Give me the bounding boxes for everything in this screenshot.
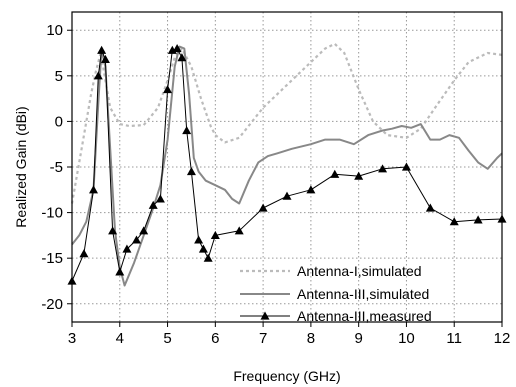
data-point-marker xyxy=(449,217,459,226)
x-tick-label: 3 xyxy=(68,330,76,347)
data-point-marker xyxy=(210,230,220,239)
data-point-marker xyxy=(203,253,213,262)
data-point-marker xyxy=(186,167,196,176)
legend-entry-2: Antenna-III,measured xyxy=(240,308,432,324)
tick-labels: 3 4 5 6 7 8 9 10 11 12 -20 -15 -10 -5 0 5 10 xyxy=(41,22,510,347)
y-tick-label: 5 xyxy=(55,68,63,85)
x-tick-label: 7 xyxy=(259,330,267,347)
x-tick-label: 9 xyxy=(354,330,362,347)
data-point-marker xyxy=(306,185,316,194)
data-point-marker xyxy=(122,244,132,253)
y-tick-label: 10 xyxy=(46,22,63,39)
data-point-marker xyxy=(234,226,244,235)
series-layer xyxy=(67,42,507,287)
data-point-marker xyxy=(139,226,149,235)
data-point-marker xyxy=(378,164,388,173)
x-tick-label: 6 xyxy=(211,330,219,347)
data-point-marker xyxy=(97,45,107,54)
data-point-marker xyxy=(115,267,125,276)
data-point-marker xyxy=(93,71,103,80)
series-line-1 xyxy=(71,45,503,287)
legend: Antenna-I,simulated Antenna-III,simulate… xyxy=(240,263,432,324)
data-point-marker xyxy=(194,235,204,244)
legend-label-antenna-iii-measured: Antenna-III,measured xyxy=(297,308,432,324)
data-point-marker xyxy=(177,53,187,62)
y-tick-label: 0 xyxy=(55,113,63,130)
legend-marker-antenna-iii-measured xyxy=(260,311,270,320)
grid-lines xyxy=(72,12,502,322)
x-tick-label: 12 xyxy=(494,330,511,347)
y-tick-label: -15 xyxy=(41,250,63,267)
series-line-2 xyxy=(71,48,503,282)
legend-entry-1: Antenna-III,simulated xyxy=(240,286,429,302)
y-tick-label: -10 xyxy=(41,205,63,222)
y-tick-label: -5 xyxy=(50,159,63,176)
data-point-marker xyxy=(425,203,435,212)
x-tick-label: 4 xyxy=(116,330,124,347)
legend-label-antenna-i-simulated: Antenna-I,simulated xyxy=(297,263,422,279)
data-point-marker xyxy=(108,226,118,235)
x-tick-label: 10 xyxy=(398,330,415,347)
data-point-marker xyxy=(172,43,182,53)
legend-entry-0: Antenna-I,simulated xyxy=(240,263,422,279)
data-point-marker xyxy=(155,194,165,203)
data-point-marker xyxy=(198,244,208,253)
data-point-marker xyxy=(282,191,292,200)
legend-label-antenna-iii-simulated: Antenna-III,simulated xyxy=(297,286,429,302)
data-point-marker xyxy=(473,215,483,224)
data-point-marker xyxy=(182,126,192,135)
data-point-marker xyxy=(79,249,89,258)
data-point-marker xyxy=(258,203,268,212)
data-point-marker xyxy=(163,85,173,94)
series-line-0 xyxy=(70,42,503,204)
data-point-marker xyxy=(354,171,364,180)
x-tick-label: 8 xyxy=(307,330,315,347)
x-tick-label: 11 xyxy=(446,330,462,347)
y-axis-label: Realized Gain (dBi) xyxy=(13,106,29,227)
x-axis-label: Frequency (GHz) xyxy=(233,368,340,384)
data-point-marker xyxy=(148,200,158,209)
data-point-marker xyxy=(100,54,110,64)
y-tick-label: -20 xyxy=(41,296,63,313)
data-point-marker xyxy=(401,162,411,171)
axis-ticks xyxy=(67,29,503,327)
data-point-marker xyxy=(330,169,340,178)
x-tick-label: 5 xyxy=(163,330,171,347)
data-point-marker xyxy=(132,235,141,244)
data-point-marker xyxy=(89,185,98,194)
